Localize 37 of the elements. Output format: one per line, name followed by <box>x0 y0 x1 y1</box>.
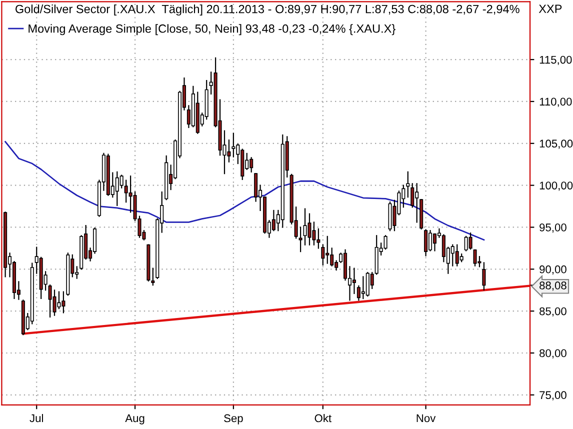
y-tick-label: 75,00 <box>540 391 566 400</box>
candlestick <box>384 235 388 250</box>
line-series <box>4 141 485 241</box>
candlestick <box>120 174 124 188</box>
x-tick-label: Sep <box>224 414 243 424</box>
candlestick <box>424 229 428 256</box>
candlestick <box>468 232 472 250</box>
candlestick <box>52 290 56 316</box>
x-tick-label: Nov <box>416 414 436 422</box>
candlestick <box>410 183 414 208</box>
y-tick-label: 110,00 <box>540 98 572 107</box>
candlestick <box>352 268 356 294</box>
x-tick-label: Jul <box>30 414 43 422</box>
y-tick-label: 90,00 <box>540 265 566 275</box>
candlestick <box>482 262 486 290</box>
candlestick <box>298 226 302 252</box>
y-tick-label: 80,00 <box>540 349 566 358</box>
y-tick-label: 88,08 <box>540 282 566 291</box>
candlestick <box>308 213 312 246</box>
chart-title: Gold/Silver Sector [.XAU.X Täglich] 20.11.2013 - O:89,97 H:90,77 L:87,53 C:88,08 -2,67 -2,94% <box>16 4 520 16</box>
y-tick-label: 105,00 <box>540 140 573 149</box>
candlestick <box>406 171 410 198</box>
candlestick <box>321 244 325 266</box>
y-tick-label: 115,00 <box>540 56 572 66</box>
legend-label: Moving Average Simple [Close, 50, Nein] 93,48 -0,23 -0,24% {.XAU.X} <box>28 24 396 36</box>
candlestick <box>254 173 258 202</box>
y-tick-label: 95,00 <box>540 224 566 233</box>
candlestick <box>473 249 477 266</box>
y-tick-label: 85,00 <box>540 307 566 317</box>
x-tick-label: Aug <box>125 414 144 424</box>
candlestick <box>432 233 437 252</box>
y-tick-label: 100,00 <box>540 182 573 191</box>
candlestick <box>232 132 236 158</box>
candlestick <box>303 208 307 246</box>
candlestick <box>151 268 155 286</box>
text: XXP <box>538 4 562 13</box>
x-tick-label: Okt <box>314 414 332 422</box>
